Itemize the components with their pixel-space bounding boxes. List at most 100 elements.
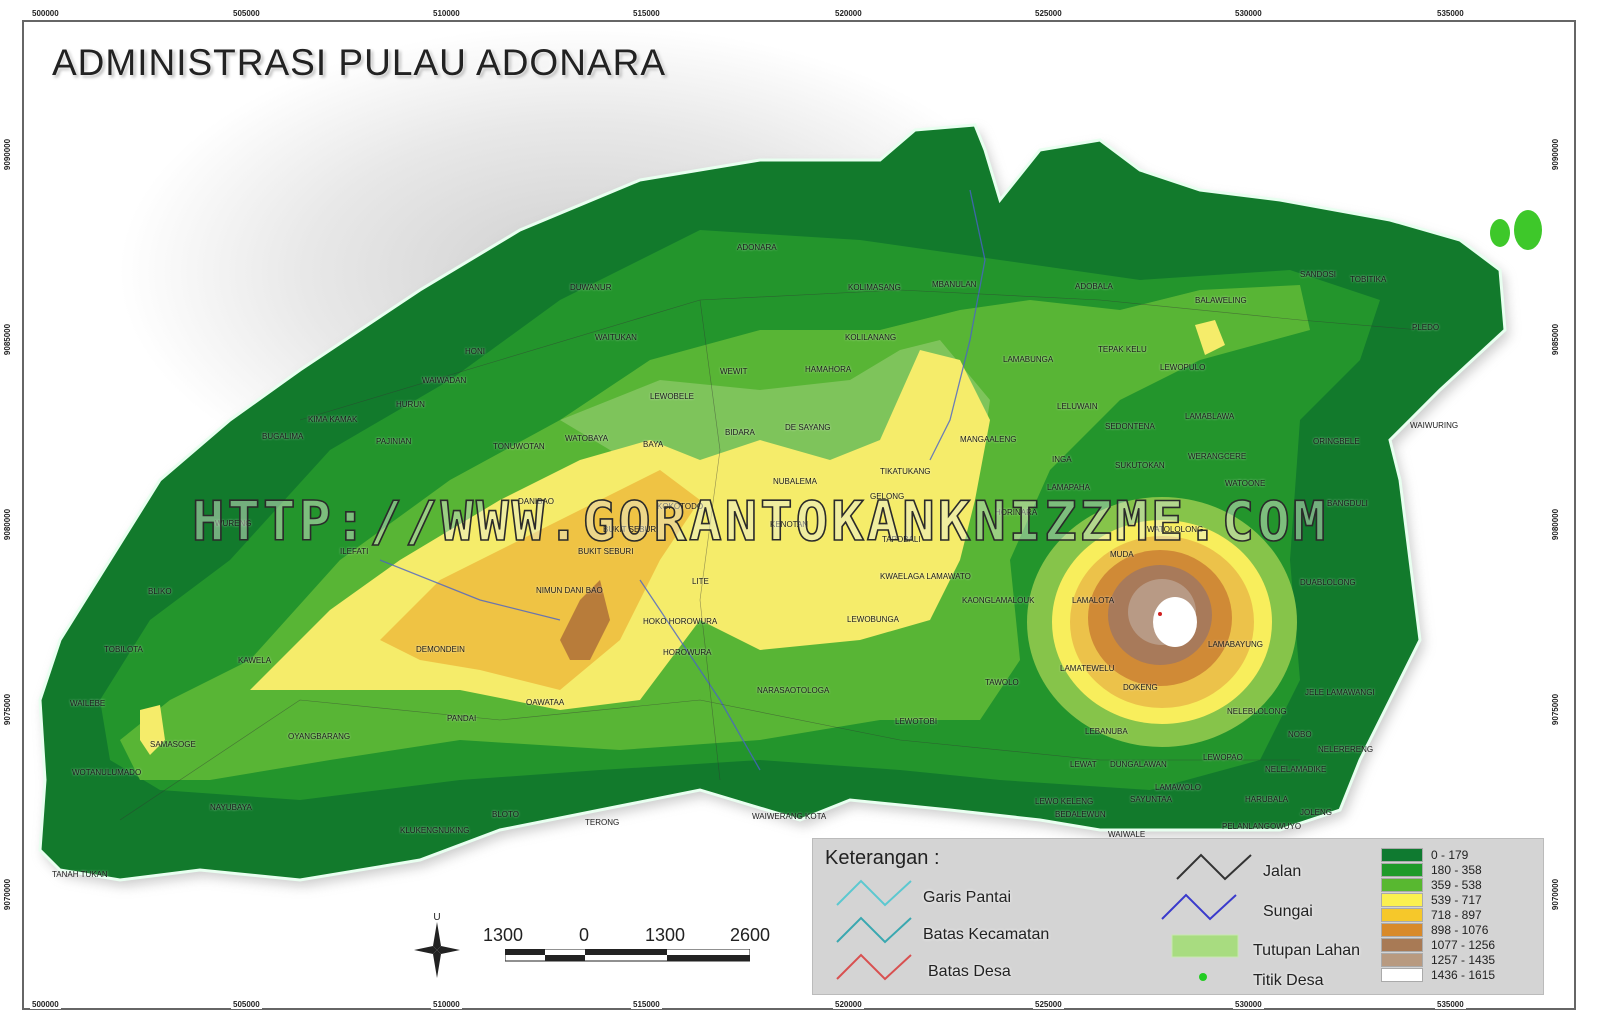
easting-tick-label: 520000 xyxy=(833,1000,864,1009)
village-label: DEMONDEIN xyxy=(416,645,465,654)
map-title: ADMINISTRASI PULAU ADONARA xyxy=(52,42,667,83)
elevation-legend-row: 898 - 1076 xyxy=(1381,922,1495,937)
village-label: BLOTO xyxy=(492,810,519,819)
village-label: BALAWELING xyxy=(1195,296,1247,305)
village-label: BUGALIMA xyxy=(262,432,304,441)
village-label: LEWAT xyxy=(1070,760,1097,769)
village-label: HORINARA xyxy=(995,508,1038,517)
elevation-legend-row: 1257 - 1435 xyxy=(1381,952,1495,967)
village-label: WAIWALE xyxy=(1108,830,1146,839)
easting-tick-label: 515000 xyxy=(631,1000,662,1009)
village-label: PANDAI xyxy=(447,714,477,723)
village-label: LAMABLAWA xyxy=(1185,412,1235,421)
village-label: LAMATEWELU xyxy=(1060,664,1115,673)
village-label: LEWOPULO xyxy=(1160,363,1206,372)
watermark: HTTP://WWW.GORANTOKANKNIZZME.COM xyxy=(191,489,1329,554)
elevation-swatch xyxy=(1381,877,1423,892)
village-label: BUKIT SEBURI xyxy=(603,525,659,534)
legend-label: Sungai xyxy=(1263,903,1313,920)
easting-tick-label: 530000 xyxy=(1233,1000,1264,1009)
legend-symbol-sungai xyxy=(1161,893,1237,921)
village-label: WEWIT xyxy=(720,367,748,376)
village-label: NARASAOTOLOGA xyxy=(757,686,830,695)
north-label: U xyxy=(433,912,440,923)
elevation-legend: 0 - 179 180 - 358 359 - 538 539 - 717 718 - … xyxy=(1381,847,1495,982)
legend-heading: Keterangan : xyxy=(825,847,940,869)
village-label: LEWOBELE xyxy=(650,392,695,401)
elevation-range-label: 1436 - 1615 xyxy=(1431,967,1496,982)
village-label: LAMAPAHA xyxy=(1047,483,1090,492)
village-label: LEWOPAO xyxy=(1203,753,1243,762)
rivers xyxy=(379,189,986,771)
elevation-legend-row: 359 - 538 xyxy=(1381,877,1495,892)
village-label: HURUN xyxy=(396,400,425,409)
elevation-range-label: 1077 - 1256 xyxy=(1431,937,1496,952)
village-label: GELONG xyxy=(870,492,905,501)
village-label: NELERERENG xyxy=(1318,745,1374,754)
village-label: NAYUBAYA xyxy=(210,803,252,812)
village-label: KLUKENGNUKING xyxy=(400,826,470,835)
village-label: TERONG xyxy=(585,818,620,827)
village-label: LITE xyxy=(692,577,709,586)
legend-label: Garis Pantai xyxy=(923,889,1012,906)
easting-tick-label: 525000 xyxy=(1033,1000,1064,1009)
elevation-legend-row: 539 - 717 xyxy=(1381,892,1495,907)
elevation-legend-row: 0 - 179 xyxy=(1381,847,1495,862)
scale-bar-graphic xyxy=(505,949,750,962)
legend-label: Batas Kecamatan xyxy=(923,926,1050,943)
easting-tick-label: 510000 xyxy=(431,9,462,18)
village-label: NOBO xyxy=(1288,730,1312,739)
village-label: KOKOTODO xyxy=(657,502,704,511)
small-islet xyxy=(1490,210,1542,250)
village-label: BAYA xyxy=(643,440,664,449)
roads xyxy=(119,289,1421,821)
elevation-patch-539-west xyxy=(140,705,165,755)
village-label: LEWO KELENG xyxy=(1035,797,1094,806)
village-label: DOKENG xyxy=(1123,683,1158,692)
village-label: HARUBALA xyxy=(1245,795,1289,804)
village-label: NUBALEMA xyxy=(773,477,818,486)
village-label: PAJINIAN xyxy=(376,437,412,446)
legend-symbol-batas-desa xyxy=(836,953,912,981)
village-label: NELELAMADIKE xyxy=(1265,765,1327,774)
village-label: LEBANUBA xyxy=(1085,727,1128,736)
easting-tick-label: 515000 xyxy=(631,9,662,18)
village-label: DUABLOLONG xyxy=(1300,578,1356,587)
village-label: TAWOLO xyxy=(985,678,1019,687)
village-label: LAMABAYUNG xyxy=(1208,640,1263,649)
village-label: KOLIMASANG xyxy=(848,283,901,292)
village-label: LEWOTOBI xyxy=(895,717,938,726)
village-label: JOLENG xyxy=(1300,808,1333,817)
easting-tick-label: 535000 xyxy=(1435,1000,1466,1009)
village-label: MUDA xyxy=(1110,550,1134,559)
village-label: NELEBLOLONG xyxy=(1227,707,1287,716)
elevation-range-label: 1257 - 1435 xyxy=(1431,952,1496,967)
legend-label: Jalan xyxy=(1263,863,1302,880)
village-label: WURENG xyxy=(215,519,252,528)
village-label: HONI xyxy=(465,347,485,356)
village-label: HOKO HOROWURA xyxy=(643,617,718,626)
scale-label-2: 0 xyxy=(579,925,590,945)
village-label: LAMAWOLO xyxy=(1155,783,1201,792)
village-label: ADOBALA xyxy=(1075,282,1113,291)
village-label: WAILEBE xyxy=(70,699,106,708)
village-label: SUKUTOKAN xyxy=(1115,461,1165,470)
village-label: TOBITIKA xyxy=(1350,275,1387,284)
village-label: PELANLANGOWUYO xyxy=(1222,822,1302,831)
scale-label-3: 1300 xyxy=(645,925,686,945)
village-label: TONUWOTAN xyxy=(493,442,545,451)
elevation-legend-row: 180 - 358 xyxy=(1381,862,1495,877)
legend-symbol-jalan xyxy=(1176,853,1252,881)
village-label: DE SAYANG xyxy=(785,423,831,432)
village-label: NIMUN DANI BAO xyxy=(536,586,603,595)
village-label: WERANGCERE xyxy=(1188,452,1247,461)
north-arrow: U xyxy=(412,910,462,985)
village-label: OYANGBARANG xyxy=(288,732,351,741)
legend-label: Titik Desa xyxy=(1253,972,1324,989)
elevation-range-label: 359 - 538 xyxy=(1431,877,1482,892)
village-label: SAMASOGE xyxy=(150,740,196,749)
village-label: KAWELA xyxy=(238,656,272,665)
village-label: WAIWADAN xyxy=(422,376,467,385)
village-label: WATOBAYA xyxy=(565,434,609,443)
